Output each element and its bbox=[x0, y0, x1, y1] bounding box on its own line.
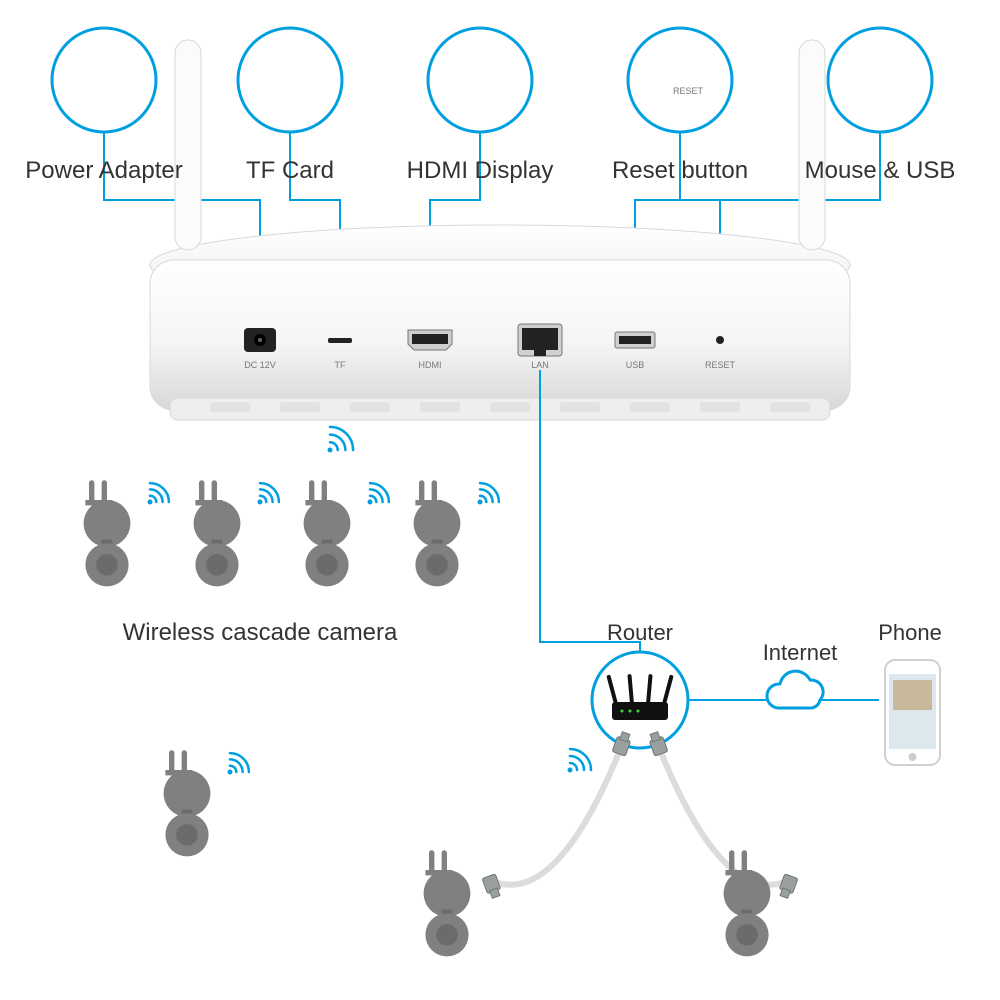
svg-text:HDMI: HDMI bbox=[419, 360, 442, 370]
camera-icon bbox=[424, 850, 471, 956]
wifi-icon bbox=[328, 427, 354, 471]
wifi-icon bbox=[568, 749, 592, 789]
wifi-icon bbox=[368, 483, 389, 519]
phone-icon bbox=[885, 660, 940, 765]
svg-text:DC 12V: DC 12V bbox=[244, 360, 276, 370]
ethernet-cable-right bbox=[647, 731, 798, 900]
camera-icon bbox=[724, 850, 771, 956]
wifi-icon bbox=[228, 753, 249, 789]
svg-text:LAN: LAN bbox=[531, 360, 549, 370]
svg-text:TF: TF bbox=[335, 360, 346, 370]
camera-icon bbox=[304, 480, 351, 586]
internet-label: Internet bbox=[763, 640, 838, 665]
ethernet-cable-left bbox=[482, 731, 633, 900]
power-adapter-label: Power Adapter bbox=[25, 157, 182, 184]
cloud-icon bbox=[767, 671, 823, 708]
camera-icon bbox=[164, 750, 211, 856]
hdmi-display-label: HDMI Display bbox=[407, 157, 554, 184]
svg-text:RESET: RESET bbox=[673, 86, 704, 96]
reset-button-label: Reset button bbox=[612, 157, 748, 184]
camera-icon bbox=[414, 480, 461, 586]
cameras-row-label: Wireless cascade camera bbox=[123, 619, 398, 646]
wifi-icon bbox=[148, 483, 169, 519]
wifi-icon bbox=[478, 483, 499, 519]
camera-icon bbox=[194, 480, 241, 586]
mouse-usb-label: Mouse & USB bbox=[805, 157, 956, 184]
tf-card-label: TF Card bbox=[246, 157, 334, 184]
camera-icon bbox=[84, 480, 131, 586]
wifi-icon bbox=[258, 483, 279, 519]
router-label: Router bbox=[607, 620, 673, 645]
phone-label: Phone bbox=[878, 620, 942, 645]
svg-text:RESET: RESET bbox=[705, 360, 736, 370]
svg-text:USB: USB bbox=[626, 360, 645, 370]
